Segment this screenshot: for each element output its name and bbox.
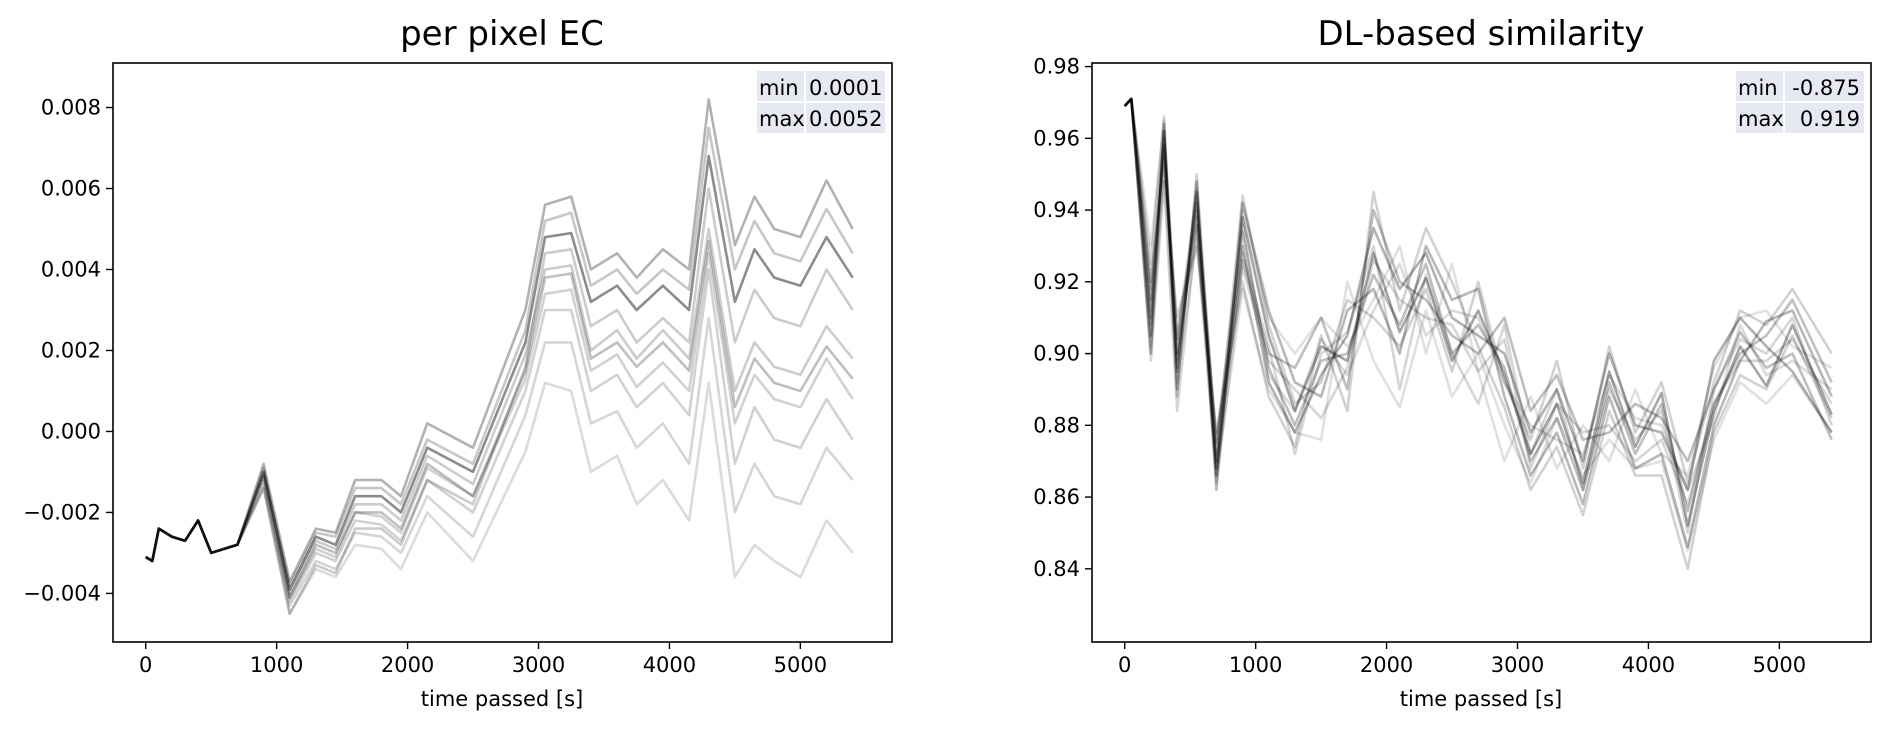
series-line-12: [1123, 97, 1833, 477]
x-tick-label: 1000: [250, 653, 303, 677]
tick-layer: 0 1000 2000 3000 4000 5000 −0.004 −0.002 0.000 0.…: [23, 96, 827, 677]
y-tick-label: 0.94: [1033, 198, 1080, 222]
y-tick-label: 0.98: [1033, 55, 1080, 79]
series-line-2: [1123, 97, 1833, 492]
series-line-4: [1123, 97, 1833, 463]
chart-title: DL-based similarity: [1317, 14, 1644, 54]
stats-min-value: 0.0001: [809, 76, 882, 100]
x-tick-label: 5000: [1753, 653, 1806, 677]
y-tick-label: 0.86: [1033, 485, 1080, 509]
y-tick-label: 0.004: [41, 257, 101, 281]
series-line-3: [1123, 97, 1833, 549]
x-axis-label: time passed [s]: [421, 687, 583, 711]
stats-max-label: max: [1738, 107, 1784, 131]
x-tick-label: 5000: [774, 653, 827, 677]
series-line-10: [145, 252, 854, 599]
x-tick-label: 0: [139, 653, 152, 677]
y-tick-label: −0.002: [23, 500, 101, 524]
x-tick-label: 4000: [1622, 653, 1675, 677]
y-tick-label: −0.004: [23, 581, 101, 605]
series-line-8: [1123, 97, 1833, 506]
series-line-1: [145, 239, 854, 599]
plot-frame: [112, 62, 893, 643]
x-tick-label: 2000: [381, 653, 434, 677]
y-tick-label: 0.90: [1033, 342, 1080, 366]
series-line-8: [145, 187, 854, 616]
stats-min-label: min: [759, 76, 799, 100]
series-line-7: [145, 381, 854, 616]
series-line-1: [1123, 97, 1833, 528]
series-line-6: [145, 316, 854, 607]
series-layer: [1123, 97, 1833, 571]
y-tick-label: 0.96: [1033, 126, 1080, 150]
stats-box: min -0.875 max 0.919: [1736, 71, 1864, 133]
series-line-5: [145, 268, 854, 603]
series-line-6: [1123, 97, 1833, 571]
series-line-3: [145, 98, 854, 583]
stats-max-value: 0.919: [1800, 107, 1860, 131]
x-axis-label: time passed [s]: [1400, 687, 1562, 711]
x-tick-label: 2000: [1360, 653, 1413, 677]
y-tick-label: 0.000: [41, 419, 101, 443]
x-tick-label: 3000: [1491, 653, 1544, 677]
y-tick-label: 0.84: [1033, 557, 1080, 581]
y-tick-label: 0.92: [1033, 270, 1080, 294]
x-tick-label: 4000: [643, 653, 696, 677]
y-tick-label: 0.008: [41, 96, 101, 120]
plot-frame: [1091, 62, 1872, 643]
series-layer: [145, 98, 854, 616]
ec-chart: per pixel EC time passed [s] 0 1000 2000 30…: [23, 14, 893, 711]
x-tick-label: 3000: [512, 653, 565, 677]
series-line-9: [1123, 97, 1833, 535]
series-line-7: [1123, 97, 1833, 485]
stats-max-label: max: [759, 107, 805, 131]
series-line-4: [145, 227, 854, 595]
y-tick-label: 0.002: [41, 338, 101, 362]
y-tick-label: 0.006: [41, 177, 101, 201]
series-line-10: [1123, 97, 1833, 492]
series-line-9: [145, 126, 854, 587]
x-tick-label: 0: [1118, 653, 1131, 677]
tick-layer: 0 1000 2000 3000 4000 5000 0.84 0.86 0.88 0.90 0.9…: [1033, 55, 1806, 677]
dl-similarity-chart: DL-based similarity time passed [s] 0 100…: [1033, 14, 1872, 711]
y-tick-label: 0.88: [1033, 413, 1080, 437]
stats-max-value: 0.0052: [809, 107, 882, 131]
chart-title: per pixel EC: [400, 14, 604, 54]
series-line-11: [1123, 97, 1833, 553]
x-tick-label: 1000: [1229, 653, 1282, 677]
stats-min-label: min: [1738, 76, 1778, 100]
series-line-5: [1123, 97, 1833, 513]
series-line-2: [145, 154, 854, 591]
stats-box: min 0.0001 max 0.0052: [757, 71, 885, 133]
stats-min-value: -0.875: [1792, 76, 1860, 100]
